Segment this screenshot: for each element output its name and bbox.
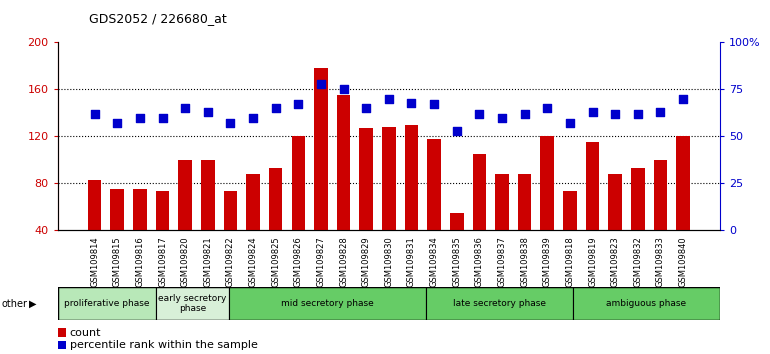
Point <box>134 115 146 120</box>
Bar <box>450 212 464 277</box>
Bar <box>269 168 283 277</box>
Bar <box>246 174 259 277</box>
Bar <box>495 174 509 277</box>
Bar <box>156 192 169 277</box>
Bar <box>156 287 229 320</box>
Bar <box>179 160 192 277</box>
Point <box>315 81 327 87</box>
Text: early secretory
phase: early secretory phase <box>159 294 227 313</box>
Point <box>405 100 417 105</box>
Bar <box>360 128 373 277</box>
Point <box>609 111 621 116</box>
Bar <box>110 189 124 277</box>
Bar <box>563 192 577 277</box>
Point <box>337 86 350 92</box>
Point <box>111 120 123 126</box>
Bar <box>58 287 156 320</box>
Bar <box>631 168 644 277</box>
Point <box>654 109 667 115</box>
Bar <box>58 328 65 337</box>
Bar <box>541 136 554 277</box>
Bar <box>229 287 426 320</box>
Bar <box>223 192 237 277</box>
Point <box>202 109 214 115</box>
Point <box>292 102 304 107</box>
Point <box>156 115 169 120</box>
Point <box>631 111 644 116</box>
Bar <box>676 136 690 277</box>
Point <box>587 109 599 115</box>
Point <box>383 96 395 102</box>
Bar <box>133 189 147 277</box>
Point <box>270 105 282 111</box>
Text: ▶: ▶ <box>29 298 37 309</box>
Bar <box>473 154 486 277</box>
Text: other: other <box>2 298 28 309</box>
Bar <box>292 136 305 277</box>
Bar <box>427 139 441 277</box>
Point <box>247 115 259 120</box>
Point <box>541 105 554 111</box>
Bar <box>382 127 396 277</box>
Point <box>677 96 689 102</box>
Text: count: count <box>69 327 101 338</box>
Bar <box>573 287 720 320</box>
Bar <box>201 160 215 277</box>
Text: percentile rank within the sample: percentile rank within the sample <box>69 340 257 350</box>
Bar <box>88 180 102 277</box>
Bar <box>518 174 531 277</box>
Point <box>496 115 508 120</box>
Point <box>224 120 236 126</box>
Bar <box>608 174 622 277</box>
Point <box>564 120 576 126</box>
Point <box>360 105 373 111</box>
Bar <box>336 95 350 277</box>
Bar <box>58 341 65 349</box>
Text: ambiguous phase: ambiguous phase <box>606 299 686 308</box>
Text: GDS2052 / 226680_at: GDS2052 / 226680_at <box>89 12 226 25</box>
Point <box>450 128 463 133</box>
Bar <box>654 160 668 277</box>
Point <box>89 111 101 116</box>
Point <box>179 105 191 111</box>
Point <box>428 102 440 107</box>
Point <box>474 111 486 116</box>
Text: late secretory phase: late secretory phase <box>453 299 546 308</box>
Bar <box>586 142 599 277</box>
Bar <box>426 287 573 320</box>
Text: mid secretory phase: mid secretory phase <box>281 299 374 308</box>
Point <box>518 111 531 116</box>
Text: proliferative phase: proliferative phase <box>64 299 149 308</box>
Bar <box>314 68 328 277</box>
Bar <box>405 125 418 277</box>
